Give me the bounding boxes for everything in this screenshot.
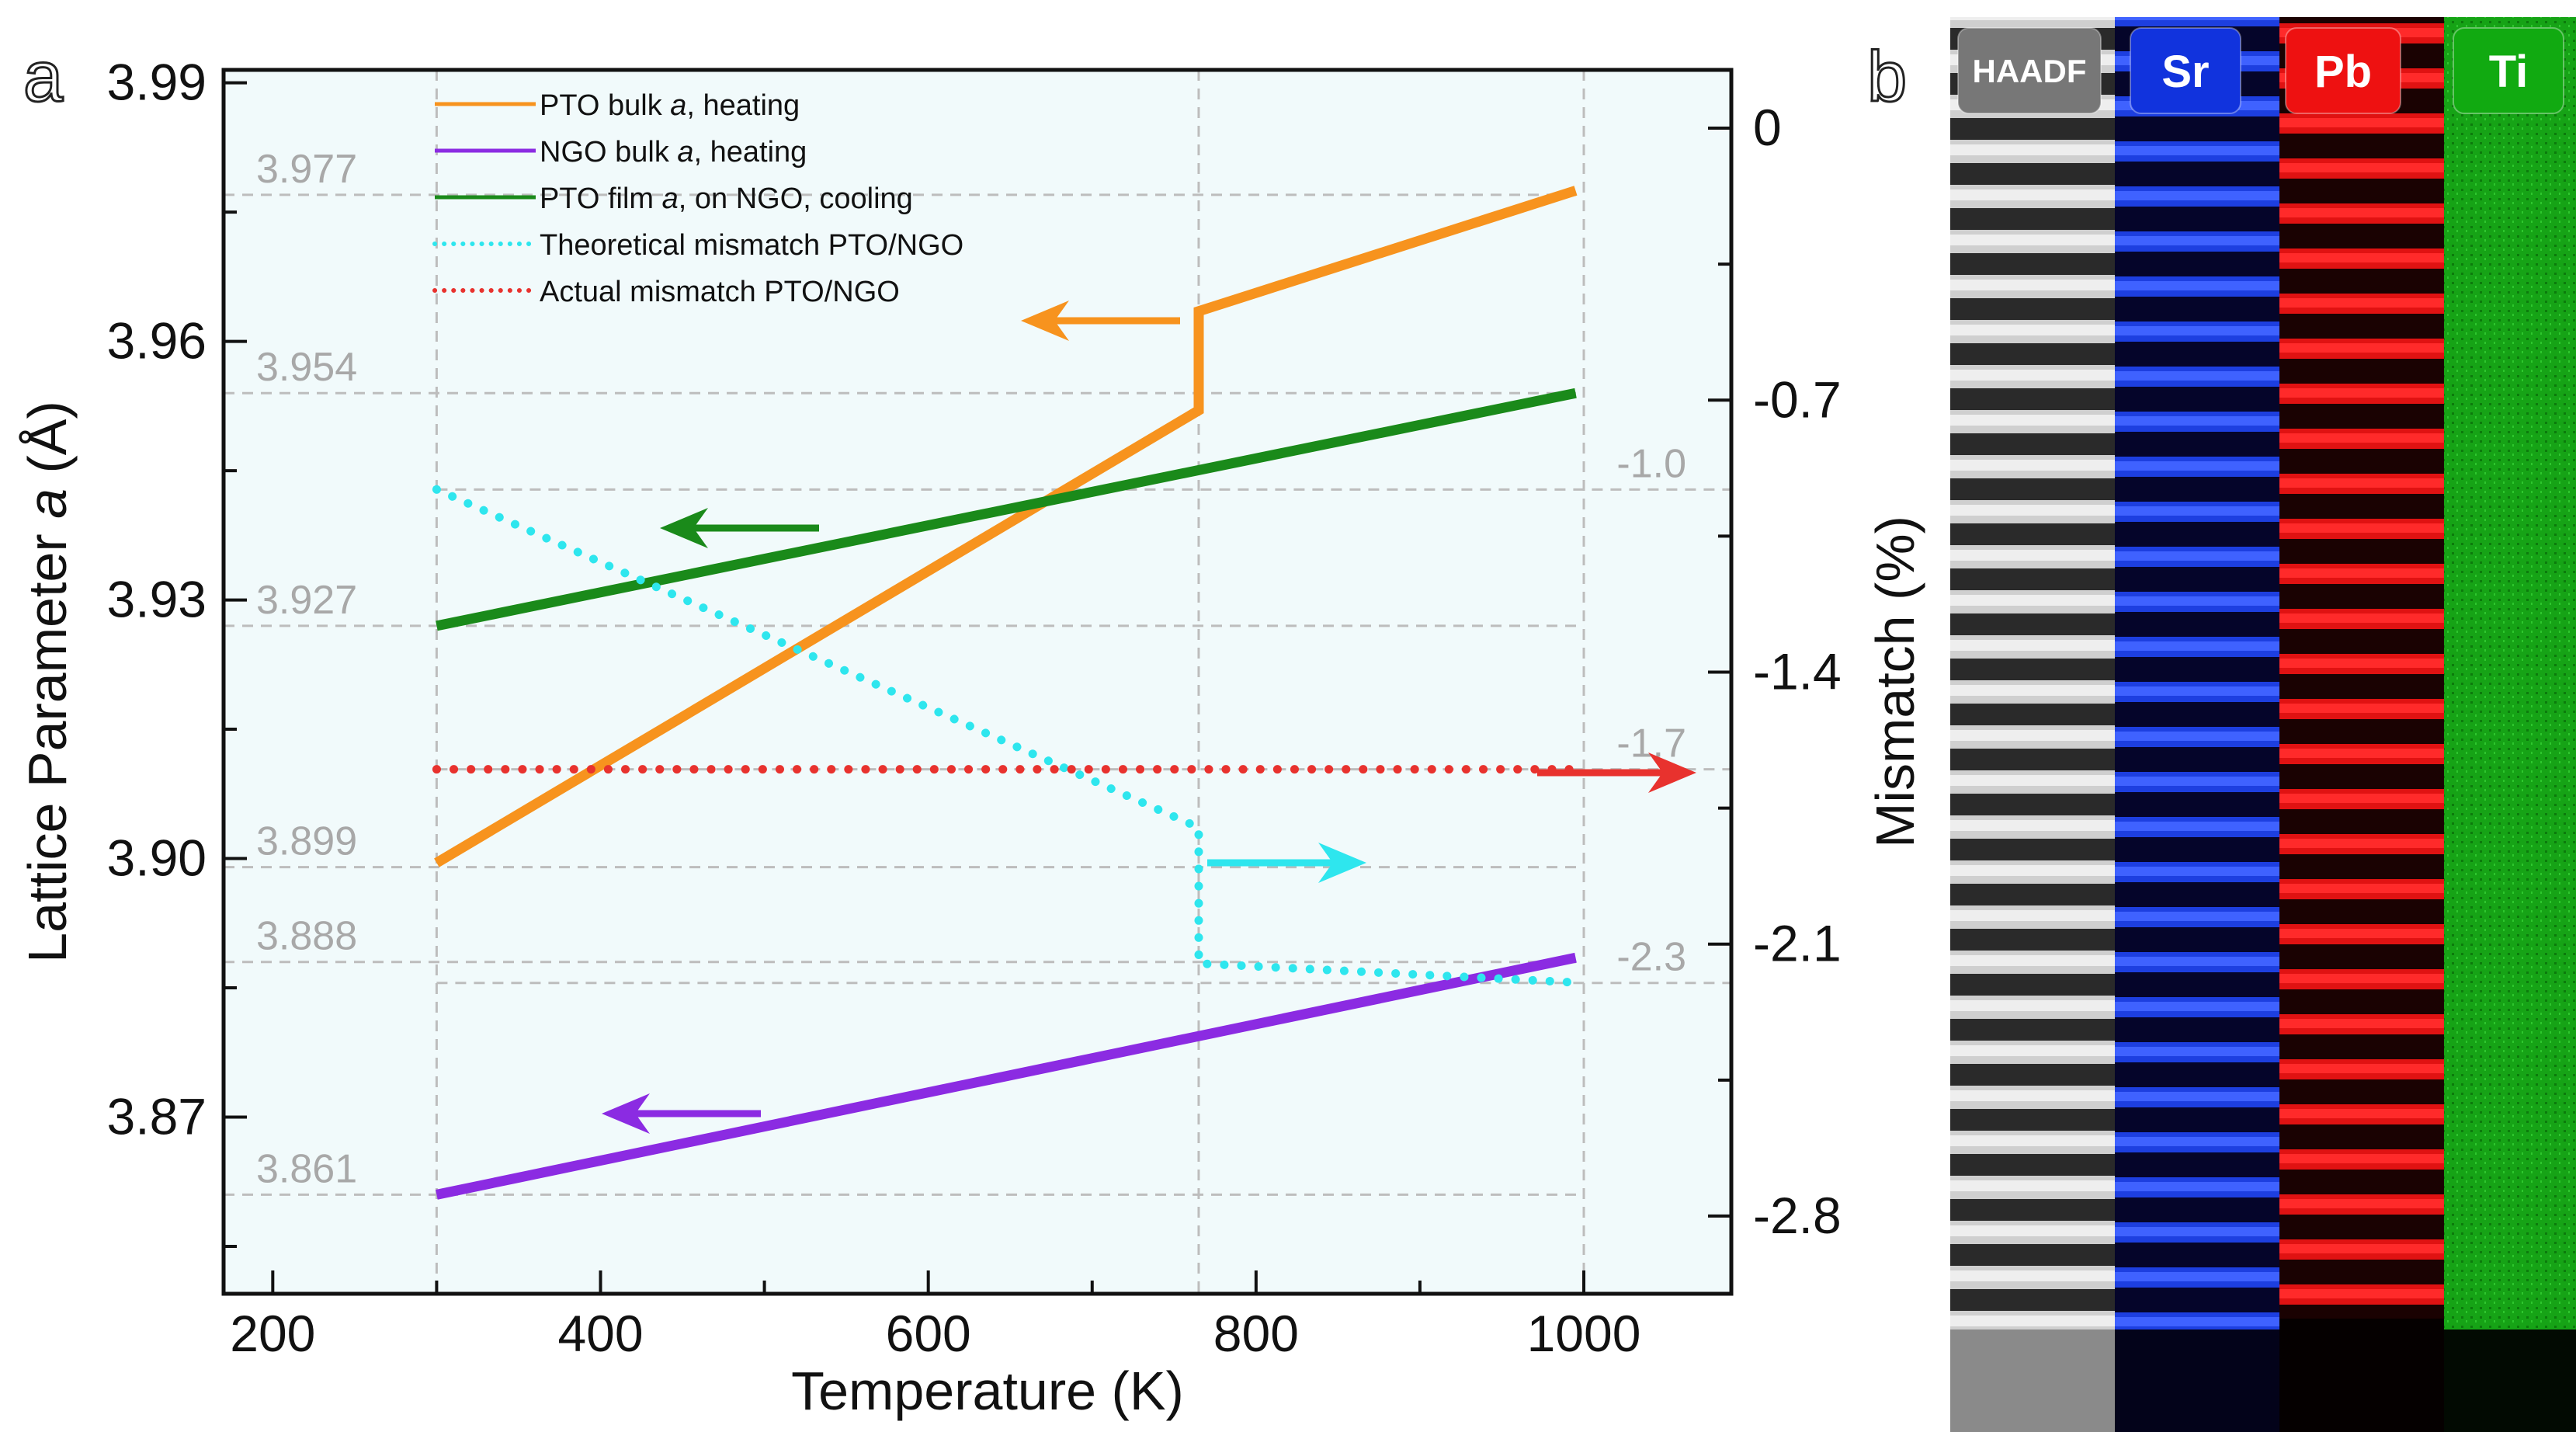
axes: 200 400 600 800 1000 3.87 3.90 3.93 3.96 3.99 0 -0.… [107,54,1842,1362]
eds-badge-3 [2453,27,2564,114]
y-left-tick-label-0: 3.87 [107,1087,207,1145]
haadf-map [1950,17,2115,1432]
left-reference-label-1: 3.954 [256,345,357,390]
eds-badge-label-1: Sr [2161,47,2209,97]
left-reference-label-0: 3.977 [256,147,357,192]
legend-label-2-part-2: , on NGO, cooling [679,182,913,215]
ti-map [2444,17,2576,1432]
x-tick-label-600: 600 [886,1305,971,1362]
legend-label-0-part-0: PTO bulk [540,89,670,122]
legend-label-2-part-0: PTO film [540,182,662,215]
eds-maps-panel: HAADF Sr Pb Ti [1950,17,2576,1432]
eds-channel-badges: HAADF Sr Pb Ti [1957,27,2564,114]
direction-arrow-head-1 [660,508,708,548]
plot-area [224,70,1731,1294]
legend-label-0: PTO bulk a, heating [540,89,800,122]
direction-arrow-head-4 [1648,752,1696,793]
right-reference-label-0: -1.0 [1616,441,1686,486]
left-reference-label-2: 3.927 [256,578,357,623]
legend-label-2-part-1: a [662,182,679,215]
panel-label-a: a [23,37,64,116]
pb-map [2279,17,2444,1432]
y-axis-left-title-part-3: (Å) [17,401,78,488]
y-axis-left-title: Lattice Parameter a (Å) [17,401,78,963]
y-right-tick-label-4: -2.8 [1753,1187,1842,1244]
x-tick-label-400: 400 [557,1305,643,1362]
ti-substrate [2444,1329,2576,1432]
pb-substrate [2279,1319,2444,1432]
right-reference-label-2: -2.3 [1616,935,1686,980]
legend-label-0-part-2: , heating [686,89,800,122]
y-right-tick-label-0: 0 [1753,99,1782,156]
series-line-2 [436,388,1577,631]
eds-badge-label-0: HAADF [1973,53,2087,89]
eds-badge-label-3: Ti [2489,47,2529,97]
legend-label-4-part-0: Actual mismatch PTO/NGO [540,276,900,308]
y-axis-left-title-italic: a [17,488,78,519]
left-reference-label-5: 3.861 [256,1146,357,1191]
legend-label-0-part-1: a [670,89,686,122]
reference-lines: 3.977 3.954 3.927 3.899 3.888 3.861 -1.0 -1.7 -2… [224,70,1731,1294]
y-axis-right-title: Mismatch (%) [1865,516,1925,848]
y-left-tick-label-1: 3.90 [107,829,207,887]
legend-label-3: Theoretical mismatch PTO/NGO [540,229,963,262]
x-tick-label-800: 800 [1213,1305,1299,1362]
y-right-tick-label-2: -1.4 [1753,642,1842,700]
series-layer [432,186,1588,1200]
x-tick-label-200: 200 [230,1305,315,1362]
eds-badge-label-2: Pb [2314,47,2372,97]
legend-label-2: PTO film a, on NGO, cooling [540,182,913,215]
y-right-tick-label-3: -2.1 [1753,915,1842,972]
legend-label-1-part-1: a [677,136,693,169]
direction-arrows [602,301,1696,1134]
x-axis-title: Temperature (K) [791,1361,1184,1421]
eds-badge-0 [1957,27,2102,114]
legend-label-1-part-0: NGO bulk [540,136,677,169]
sr-map [2115,17,2279,1432]
legend-label-1: NGO bulk a, heating [540,136,807,169]
right-reference-label-1: -1.7 [1616,721,1686,766]
y-axis-left-title-part-1: Lattice Parameter [17,519,78,963]
panel-label-b: b [1867,37,1907,116]
legend-label-4: Actual mismatch PTO/NGO [540,276,900,308]
legend-label-1-part-2: , heating [694,136,807,169]
legend-label-3-part-0: Theoretical mismatch PTO/NGO [540,229,963,262]
direction-arrow-head-2 [602,1093,650,1134]
eds-badge-1 [2130,27,2241,114]
direction-arrow-head-0 [1021,301,1069,341]
left-reference-label-3: 3.899 [256,819,357,864]
direction-arrow-head-3 [1318,843,1366,883]
y-left-tick-label-2: 3.93 [107,571,207,628]
y-right-tick-label-1: -0.7 [1753,370,1842,428]
series-line-0 [434,186,1578,867]
series-line-1 [436,952,1577,1200]
y-left-tick-label-3: 3.96 [107,312,207,370]
haadf-substrate [1950,1329,2115,1432]
y-left-tick-label-4: 3.99 [107,54,207,111]
x-tick-label-1000: 1000 [1527,1305,1641,1362]
sr-substrate [2115,1329,2279,1432]
left-reference-label-4: 3.888 [256,914,357,959]
eds-badge-2 [2285,27,2401,114]
plot-frame [221,68,1734,1296]
